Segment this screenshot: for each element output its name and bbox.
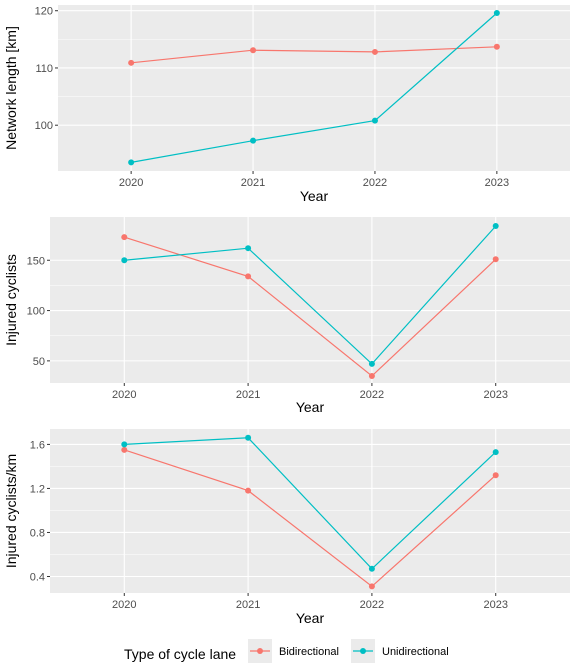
y-axis-title: Injured cyclists/km <box>3 454 19 568</box>
plot-background <box>58 5 570 171</box>
legend-label-bidirectional: Bidirectional <box>279 646 339 658</box>
data-point-unidirectional <box>121 257 128 264</box>
y-axis-title: Injured cyclists <box>3 254 19 346</box>
legend-key-unidirectional-point <box>360 648 366 654</box>
data-point-unidirectional <box>368 360 375 367</box>
y-axis-title: Network length [km] <box>3 26 19 150</box>
data-point-unidirectional <box>245 245 252 252</box>
y-tick-label: 50 <box>33 356 45 368</box>
x-tick-label: 2020 <box>119 177 143 189</box>
y-tick-label: 1.6 <box>30 439 45 451</box>
chart-panel-3: 0.4 0.8 1.2 1.6 2020 2021 2022 2023 Year Injured … <box>3 429 570 626</box>
data-point-bidirectional <box>128 59 135 66</box>
data-point-bidirectional <box>250 47 257 54</box>
chart-panel-2: 50 100 150 2020 2021 2022 2023 Year Injured cycl… <box>3 217 570 415</box>
series-line-bidirectional <box>131 46 497 64</box>
data-point-bidirectional <box>245 487 252 494</box>
x-tick-label: 2020 <box>112 389 136 401</box>
y-tick-label: 110 <box>35 63 53 75</box>
x-tick-label: 2020 <box>112 599 136 611</box>
data-point-bidirectional <box>245 273 252 280</box>
y-tick-label: 150 <box>27 255 45 267</box>
data-point-bidirectional <box>368 372 375 379</box>
y-tick-label: 120 <box>35 6 53 18</box>
data-point-unidirectional <box>493 10 500 17</box>
legend-key-bidirectional-point <box>257 648 263 654</box>
data-point-unidirectional <box>371 117 378 124</box>
x-axis-title: Year <box>296 610 325 626</box>
x-axis-title: Year <box>300 188 329 204</box>
data-point-bidirectional <box>492 472 499 479</box>
y-tick-label: 100 <box>27 306 45 318</box>
data-point-unidirectional <box>492 223 499 230</box>
data-point-unidirectional <box>121 441 128 448</box>
y-tick-label: 1.2 <box>30 483 45 495</box>
y-tick-label: 0.8 <box>30 527 45 539</box>
data-point-bidirectional <box>368 583 375 590</box>
x-tick-label: 2022 <box>363 177 387 189</box>
x-tick-label: 2022 <box>360 599 384 611</box>
data-point-unidirectional <box>250 137 257 144</box>
data-point-bidirectional <box>492 256 499 263</box>
chart-panels: 100 110 120 2020 2021 2022 2023 Year Network len… <box>3 5 570 626</box>
y-tick-label: 0.4 <box>30 571 45 583</box>
x-tick-label: 2021 <box>236 389 260 401</box>
x-axis-title: Year <box>296 399 325 415</box>
series-line-unidirectional <box>124 225 497 365</box>
plot-background <box>50 429 570 593</box>
legend-title: Type of cycle lane <box>124 646 236 662</box>
data-point-bidirectional <box>121 234 128 241</box>
x-tick-label: 2023 <box>485 177 509 189</box>
data-point-bidirectional <box>493 43 500 50</box>
x-tick-label: 2021 <box>236 599 260 611</box>
plot-background <box>50 217 570 383</box>
legend: Type of cycle lane Bidirectional Unidire… <box>124 639 449 663</box>
data-point-unidirectional <box>245 434 252 441</box>
legend-label-unidirectional: Unidirectional <box>382 646 449 658</box>
chart-panel-1: 100 110 120 2020 2021 2022 2023 Year Network len… <box>3 5 570 204</box>
x-tick-label: 2022 <box>360 389 384 401</box>
x-tick-label: 2023 <box>483 599 507 611</box>
data-point-bidirectional <box>371 48 378 55</box>
y-tick-label: 100 <box>35 120 53 132</box>
series-line-unidirectional <box>124 437 497 570</box>
series-line-bidirectional <box>124 449 497 588</box>
series-line-bidirectional <box>124 236 497 377</box>
series-line-unidirectional <box>130 12 498 163</box>
x-tick-label: 2023 <box>483 389 507 401</box>
data-point-unidirectional <box>128 159 135 166</box>
x-tick-label: 2021 <box>241 177 265 189</box>
data-point-unidirectional <box>368 565 375 572</box>
data-point-bidirectional <box>121 446 128 453</box>
data-point-unidirectional <box>492 449 499 456</box>
